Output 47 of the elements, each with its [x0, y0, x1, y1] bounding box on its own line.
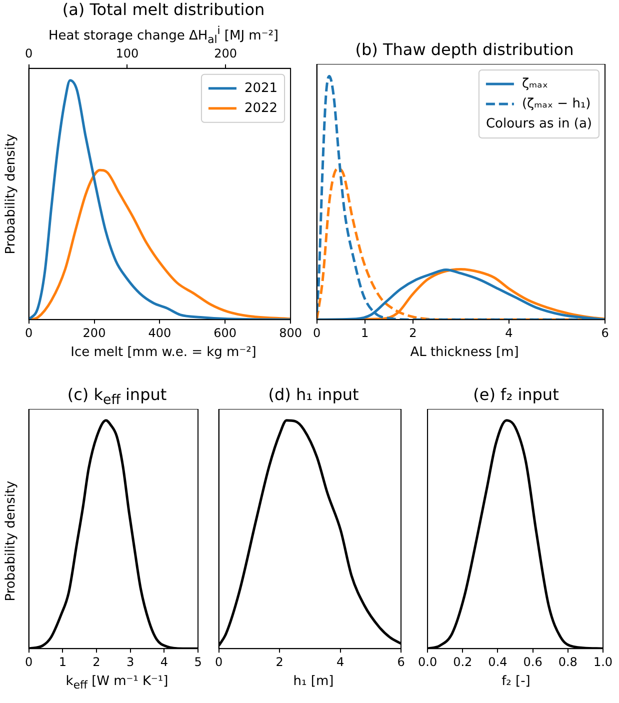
x-tick-label: 0.8 — [558, 654, 578, 669]
x-tick-label: 200 — [82, 326, 106, 340]
x-axis-title: k$_{eff}$ [W m⁻¹ K⁻¹] — [64, 673, 170, 694]
x-tick-label: 1 — [361, 326, 369, 340]
x-tick-label: 800 — [279, 326, 302, 340]
x-tick-label: 0 — [312, 326, 321, 340]
chart-title: (e) f₂ input — [472, 385, 560, 406]
chart-title: (c) k$_{eff}$ input — [66, 385, 168, 409]
y-axis-title: Probability density — [4, 480, 18, 602]
x-tick-label: 6 — [397, 654, 405, 669]
x-tick-label: 400 — [148, 326, 172, 340]
x-tick-label: 3 — [126, 654, 134, 669]
x-tick-label: 1.0 — [593, 654, 613, 669]
legend-label: ζₘₐₓ — [522, 76, 548, 92]
chart-title: (d) h₁ input — [267, 385, 360, 406]
x-tick-label: 600 — [214, 326, 237, 340]
chart-title: (b) Thaw depth distribution — [354, 40, 575, 61]
x-tick-label: 2 — [409, 326, 417, 340]
legend-label: (ζₘₐₓ − h₁) — [522, 96, 591, 112]
x-tick-label: 4 — [160, 654, 168, 669]
x-tick-label: 5 — [194, 654, 202, 669]
x2-tick-label: 0 — [24, 46, 33, 60]
x2-axis-title: Heat storage change ΔH$_{al}$$^{i}$ [MJ m⁻²] — [47, 24, 280, 46]
y-axis-title: Probability density — [4, 134, 18, 254]
x-tick-label: 0.6 — [523, 654, 542, 669]
x2-tick-label: 100 — [116, 46, 139, 60]
x-tick-label: 0.4 — [488, 654, 508, 669]
x2-tick-label: 200 — [214, 46, 238, 60]
x-tick-label: 2 — [92, 654, 100, 669]
legend-label: 2021 — [244, 80, 278, 96]
x-tick-label: 4 — [336, 654, 344, 669]
x-tick-label: 0.0 — [418, 654, 438, 669]
x-axis-title: h₁ [m] — [292, 673, 335, 691]
x-tick-label: 2 — [276, 654, 284, 669]
x-tick-label: 0.2 — [453, 654, 472, 669]
x-tick-label: 1 — [58, 654, 66, 669]
x-tick-label: 0 — [214, 654, 223, 669]
x-tick-label: 0 — [24, 326, 33, 340]
x-tick-label: 6 — [601, 326, 609, 340]
x-axis-title: Ice melt [mm w.e. = kg m⁻²] — [70, 344, 258, 362]
x-axis-title: f₂ [-] — [500, 673, 532, 691]
x-tick-label: 0 — [24, 654, 33, 669]
x-axis-title: AL thickness [m] — [409, 344, 520, 362]
legend-label: 2022 — [244, 100, 278, 116]
chart-title: (a) Total melt distribution — [61, 0, 266, 21]
annotation: Colours as in (a) — [486, 116, 592, 132]
x-tick-label: 4 — [505, 326, 513, 340]
